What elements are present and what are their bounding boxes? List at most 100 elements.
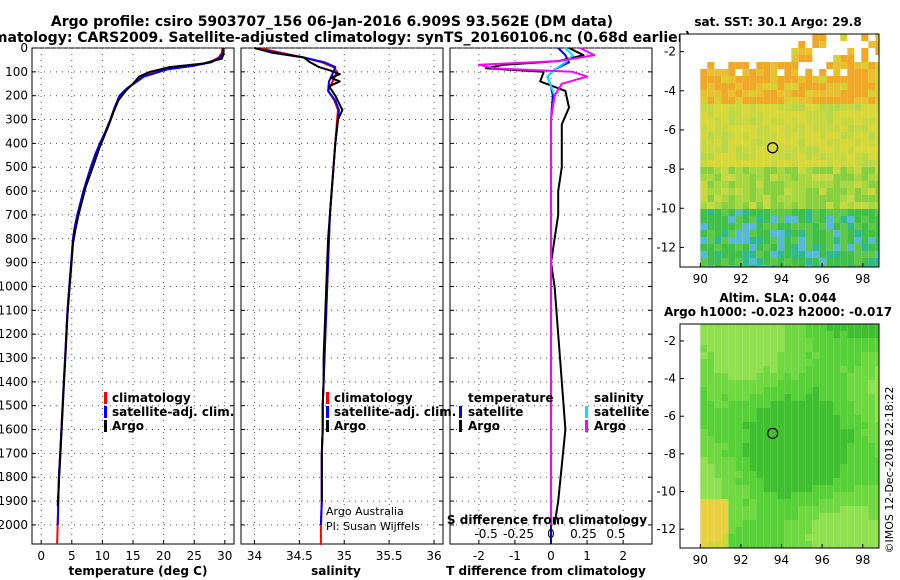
map-cell: [861, 48, 869, 55]
map-cell: [812, 209, 820, 216]
map-cell: [840, 380, 848, 387]
map-cell: [819, 415, 827, 422]
map-cell: [770, 125, 778, 132]
map-cell: [742, 380, 750, 387]
map-cell: [875, 216, 879, 223]
map-cell: [812, 90, 820, 97]
map-cell: [826, 153, 834, 160]
map-cell: [805, 111, 813, 118]
depth-tick-label: 1000: [0, 279, 28, 293]
map-cell: [735, 422, 743, 429]
map-cell: [749, 492, 757, 499]
map-cell: [728, 139, 736, 146]
map-cell: [763, 499, 771, 506]
map-cell: [805, 69, 813, 76]
map-cell: [868, 251, 876, 258]
map-cell: [791, 492, 799, 499]
map-cell: [756, 387, 764, 394]
map-cell: [875, 237, 879, 244]
map-cell: [798, 352, 806, 359]
map-cell: [826, 251, 834, 258]
map-cell: [826, 345, 834, 352]
map-cell: [840, 251, 848, 258]
map-cell: [875, 429, 879, 436]
map-cell: [798, 230, 806, 237]
map-cell: [707, 174, 715, 181]
map-cell: [819, 132, 827, 139]
map-cell: [749, 118, 757, 125]
map-x-tick-label: 92: [733, 272, 748, 286]
map-cell: [791, 146, 799, 153]
map-cell: [826, 167, 834, 174]
map-cell: [714, 380, 722, 387]
map-cell: [847, 422, 855, 429]
map-cell: [742, 422, 750, 429]
map-cell: [777, 174, 785, 181]
map-cell: [777, 513, 785, 520]
map-cell: [875, 324, 879, 331]
map-cell: [854, 471, 862, 478]
legend-s-satellite-swatch: [585, 406, 588, 418]
map-cell: [819, 230, 827, 237]
map-cell: [847, 485, 855, 492]
map-cell: [854, 132, 862, 139]
salinity-plot-frame: [240, 47, 444, 545]
map-cell: [847, 331, 855, 338]
map-cell: [819, 506, 827, 513]
map-cell: [714, 153, 722, 160]
map-cell: [819, 331, 827, 338]
map-cell: [756, 464, 764, 471]
map-cell: [840, 237, 848, 244]
map-cell: [763, 408, 771, 415]
map-cell: [833, 471, 841, 478]
map-cell: [847, 181, 855, 188]
map-cell: [728, 258, 736, 265]
map-cell: [875, 41, 879, 48]
map-cell: [749, 338, 757, 345]
map-cell: [728, 324, 736, 331]
map-cell: [714, 139, 722, 146]
map-cell: [861, 118, 869, 125]
map-cell: [819, 394, 827, 401]
map-cell: [735, 118, 743, 125]
map-cell: [721, 104, 729, 111]
map-cell: [763, 436, 771, 443]
map-cell: [700, 188, 708, 195]
map-cell: [798, 174, 806, 181]
map-cell: [805, 258, 813, 265]
map-cell: [791, 499, 799, 506]
map-cell: [861, 457, 869, 464]
map-cell: [707, 436, 715, 443]
map-cell: [721, 443, 729, 450]
map-cell: [875, 387, 879, 394]
map-cell: [847, 436, 855, 443]
map-cell: [875, 181, 879, 188]
map-cell: [777, 202, 785, 209]
map-cell: [742, 436, 750, 443]
map-cell: [791, 69, 799, 76]
map-cell: [861, 478, 869, 485]
map-cell: [777, 415, 785, 422]
map-cell: [756, 83, 764, 90]
map-cell: [721, 216, 729, 223]
map-cell: [833, 83, 841, 90]
map-cell: [700, 90, 708, 97]
map-cell: [700, 527, 708, 534]
map-cell: [847, 90, 855, 97]
map-cell: [784, 436, 792, 443]
map-cell: [700, 394, 708, 401]
map-cell: [784, 216, 792, 223]
map-cell: [840, 450, 848, 457]
map-cell: [875, 188, 879, 195]
map-cell: [721, 485, 729, 492]
map-cell: [707, 380, 715, 387]
map-cell: [777, 366, 785, 373]
map-cell: [861, 485, 869, 492]
map-cell: [854, 331, 862, 338]
map-cell: [742, 534, 750, 541]
map-cell: [840, 125, 848, 132]
map-cell: [791, 506, 799, 513]
map-cell: [728, 244, 736, 251]
argo-location-marker: [767, 142, 779, 154]
map-cell: [812, 436, 820, 443]
